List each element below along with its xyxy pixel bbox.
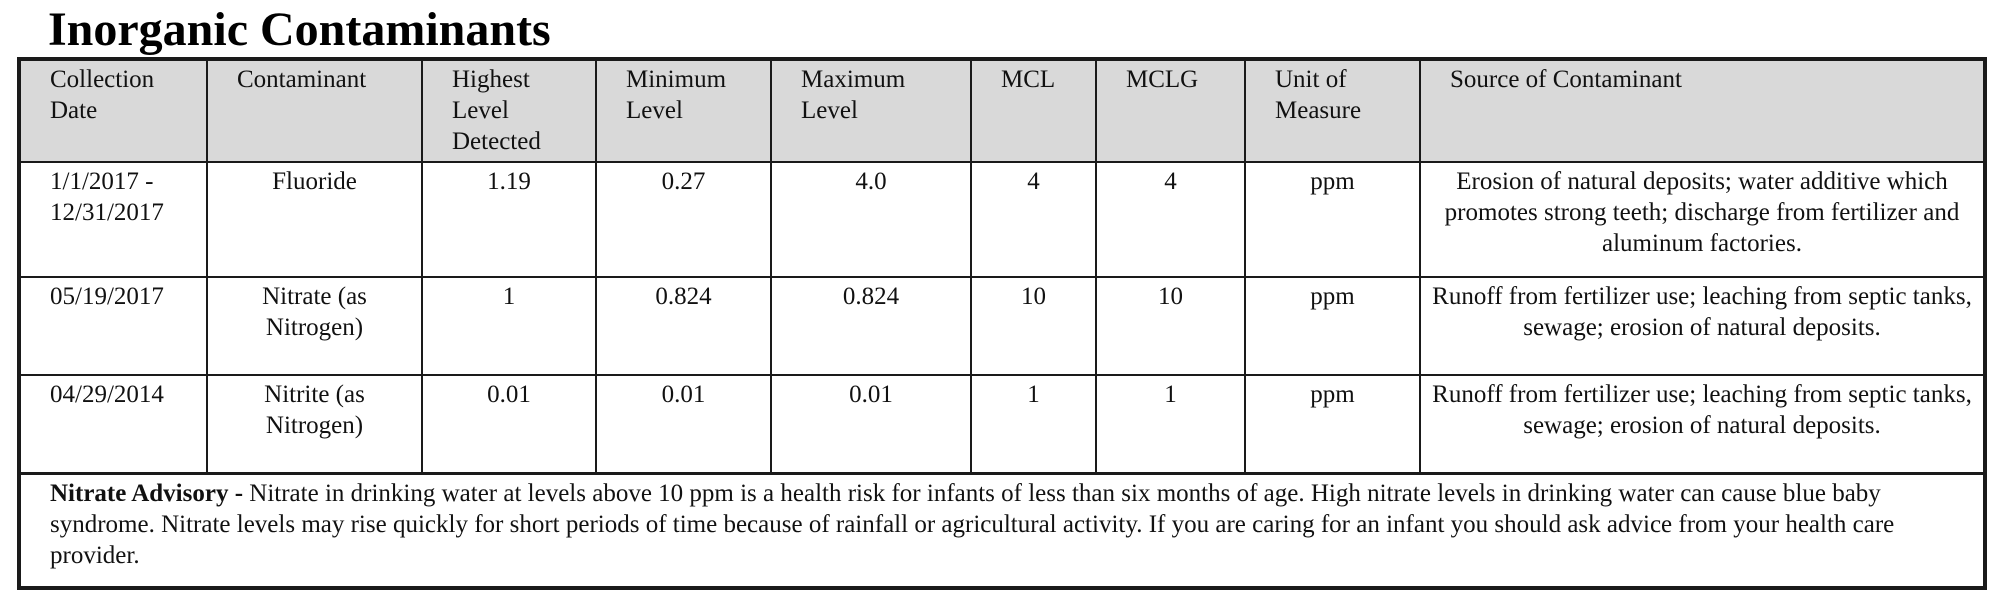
col-header-minimum-level: Minimum Level bbox=[595, 58, 772, 163]
cell-unit: ppm bbox=[1244, 276, 1421, 376]
cell-collection-date: 1/1/2017 - 12/31/2017 bbox=[18, 161, 208, 278]
table-row-fluoride: 1/1/2017 - 12/31/2017 Fluoride 1.19 0.27… bbox=[18, 161, 1986, 278]
cell-collection-date: 05/19/2017 bbox=[18, 276, 208, 376]
col-header-mcl: MCL bbox=[970, 58, 1097, 163]
header-row: Collection Date Contaminant Highest Leve… bbox=[18, 58, 1986, 163]
cell-mcl: 1 bbox=[970, 374, 1097, 475]
nitrate-advisory: Nitrate Advisory - Nitrate in drinking w… bbox=[18, 472, 1986, 589]
contaminants-table: Collection Date Contaminant Highest Leve… bbox=[17, 57, 1987, 590]
cell-source: Runoff from fertilizer use; leaching fro… bbox=[1419, 374, 1986, 475]
table-row-nitrite: 04/29/2014 Nitrite (as Nitrogen) 0.01 0.… bbox=[18, 374, 1986, 475]
cell-mcl: 4 bbox=[970, 161, 1097, 278]
cell-minimum-level: 0.01 bbox=[595, 374, 772, 475]
col-header-source: Source of Contaminant bbox=[1419, 58, 1986, 163]
advisory-text: Nitrate in drinking water at levels abov… bbox=[50, 480, 1895, 569]
col-header-contaminant: Contaminant bbox=[206, 58, 423, 163]
col-header-mclg: MCLG bbox=[1095, 58, 1246, 163]
table-body: 1/1/2017 - 12/31/2017 Fluoride 1.19 0.27… bbox=[18, 161, 1986, 589]
advisory-row: Nitrate Advisory - Nitrate in drinking w… bbox=[18, 472, 1986, 589]
cell-unit: ppm bbox=[1244, 161, 1421, 278]
cell-maximum-level: 0.01 bbox=[770, 374, 972, 475]
cell-source: Erosion of natural deposits; water addit… bbox=[1419, 161, 1986, 278]
cell-mcl: 10 bbox=[970, 276, 1097, 376]
table-header: Collection Date Contaminant Highest Leve… bbox=[18, 58, 1986, 163]
page-title: Inorganic Contaminants bbox=[48, 3, 551, 56]
col-header-highest-level: Highest Level Detected bbox=[421, 58, 597, 163]
cell-mclg: 4 bbox=[1095, 161, 1246, 278]
cell-mclg: 10 bbox=[1095, 276, 1246, 376]
cell-mclg: 1 bbox=[1095, 374, 1246, 475]
table-row-nitrate: 05/19/2017 Nitrate (as Nitrogen) 1 0.824… bbox=[18, 276, 1986, 376]
cell-highest-level: 1 bbox=[421, 276, 597, 376]
cell-contaminant: Fluoride bbox=[206, 161, 423, 278]
cell-collection-date: 04/29/2014 bbox=[18, 374, 208, 475]
col-header-collection-date: Collection Date bbox=[18, 58, 208, 163]
cell-minimum-level: 0.27 bbox=[595, 161, 772, 278]
cell-highest-level: 0.01 bbox=[421, 374, 597, 475]
col-header-maximum-level: Maximum Level bbox=[770, 58, 972, 163]
cell-maximum-level: 4.0 bbox=[770, 161, 972, 278]
cell-unit: ppm bbox=[1244, 374, 1421, 475]
col-header-unit: Unit of Measure bbox=[1244, 58, 1421, 163]
cell-maximum-level: 0.824 bbox=[770, 276, 972, 376]
cell-minimum-level: 0.824 bbox=[595, 276, 772, 376]
cell-source: Runoff from fertilizer use; leaching fro… bbox=[1419, 276, 1986, 376]
cell-contaminant: Nitrite (as Nitrogen) bbox=[206, 374, 423, 475]
cell-highest-level: 1.19 bbox=[421, 161, 597, 278]
advisory-label: Nitrate Advisory - bbox=[50, 480, 244, 507]
cell-contaminant: Nitrate (as Nitrogen) bbox=[206, 276, 423, 376]
